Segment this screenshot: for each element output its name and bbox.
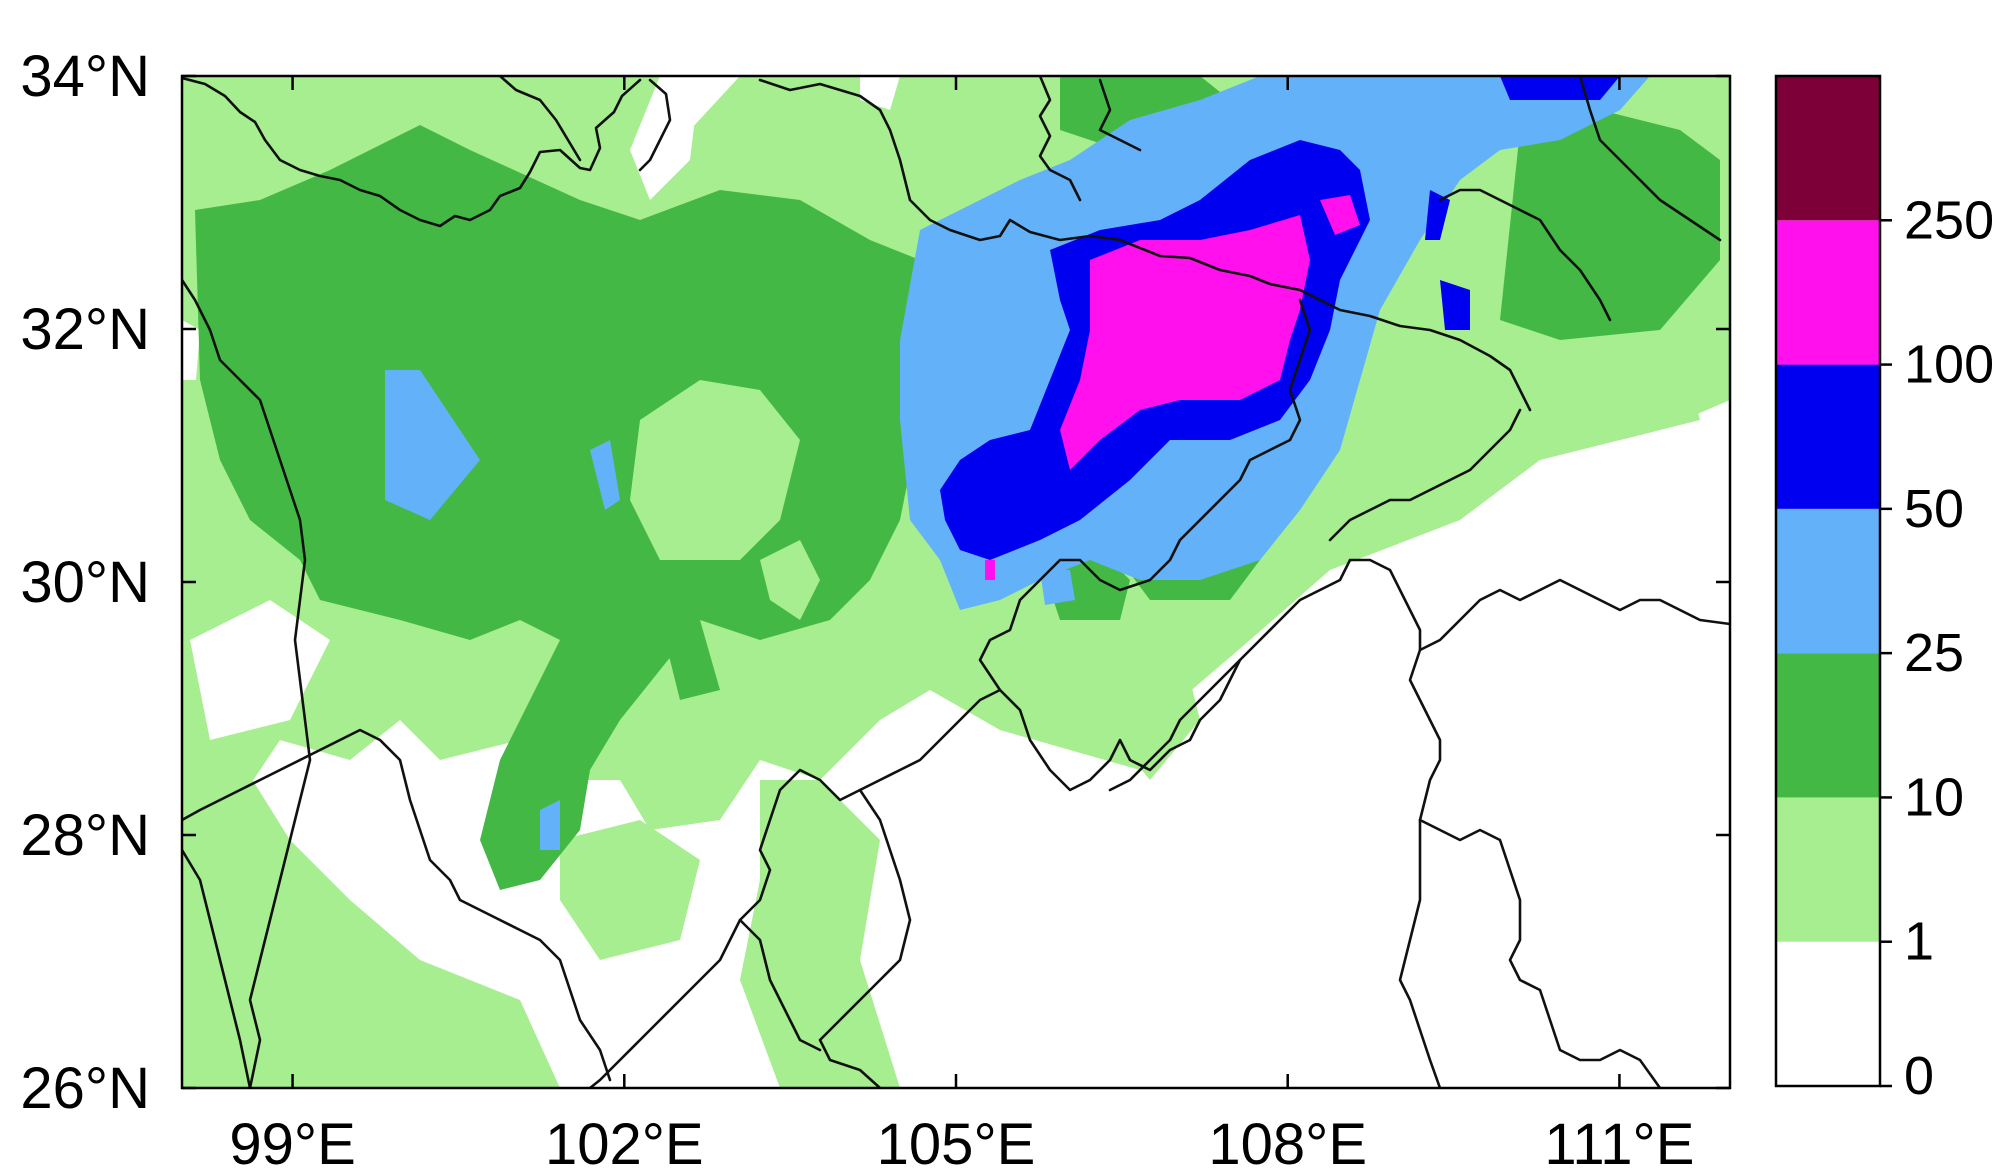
precip-region-1-10 (560, 820, 700, 960)
boundary-line (1098, 78, 1142, 152)
colorbar-level-label: 25 (1904, 623, 1964, 683)
precip-region-10-25 (195, 125, 920, 890)
precip-region-50-100 (1500, 76, 1620, 100)
boundary-line (1438, 188, 1612, 322)
precip-region-10-25 (660, 620, 720, 700)
precip-region-1-10 (630, 380, 800, 560)
longitude-axis: 99°E 102°E 105°E 108°E 111°E (229, 76, 1694, 1174)
province-boundaries (182, 76, 1730, 1088)
boundary-line (978, 298, 1442, 1088)
map-plot-area (182, 76, 1730, 1088)
precip-region-0-1 (1520, 620, 1730, 1088)
boundary-line (182, 728, 612, 1082)
lon-tick-label: 102°E (545, 1112, 704, 1174)
precip-region-100-250 (1320, 195, 1360, 235)
boundary-line (182, 848, 252, 1088)
precip-region-1-10 (740, 780, 900, 1088)
colorbar-level-label: 50 (1904, 479, 1964, 539)
colorbar-swatch (1776, 797, 1880, 942)
boundary-line (182, 76, 642, 228)
boundary-line (818, 788, 912, 1088)
precip-region-25-50 (385, 370, 480, 520)
lat-tick-label: 30°N (20, 550, 150, 615)
colorbar-swatch (1776, 76, 1880, 221)
precip-region-0-1 (630, 76, 700, 200)
colorbar-swatch (1776, 220, 1880, 365)
boundary-line (1578, 76, 1722, 242)
precip-region-25-50 (1040, 570, 1075, 605)
colorbar-level-label: 100 (1904, 335, 1994, 395)
boundary-line (1108, 658, 1242, 792)
boundary-line (758, 78, 1532, 412)
colorbar-swatch (1776, 364, 1880, 509)
precip-region-1-10 (1100, 640, 1200, 780)
boundary-line (1038, 76, 1082, 202)
colorbar-level-label: 1 (1904, 912, 1934, 972)
boundary-line (498, 76, 582, 162)
precip-region-1-10 (1560, 340, 1700, 440)
boundary-line (182, 278, 312, 1088)
boundary-line (588, 688, 1002, 1088)
lon-tick-label: 105°E (877, 1112, 1036, 1174)
precip-region-100-250 (985, 560, 995, 580)
boundary-line (1418, 818, 1662, 1088)
boundary-line (638, 78, 672, 172)
lat-tick-label: 26°N (20, 1056, 150, 1121)
precip-region-50-100 (1440, 280, 1470, 330)
boundary-line (738, 918, 822, 1052)
latitude-axis: 34°N 32°N 30°N 28°N 26°N (20, 44, 1730, 1121)
precip-region-1-10 (760, 540, 820, 620)
lon-tick-label: 111°E (1544, 1112, 1694, 1174)
boundary-line (1328, 408, 1522, 542)
precip-region-0-1 (182, 320, 200, 380)
precip-region-100-250 (1060, 215, 1310, 470)
precip-region-10-25 (1500, 110, 1720, 340)
colorbar-swatch (1776, 653, 1880, 798)
lon-tick-label: 108°E (1208, 1112, 1367, 1174)
precip-region-0-1 (1280, 560, 1460, 720)
colorbar-legend: 0 1 10 25 50 100 250 (1774, 74, 1994, 1106)
lat-tick-label: 28°N (20, 803, 150, 868)
precip-region-50-100 (1425, 190, 1450, 240)
precip-region-25-50 (590, 440, 620, 510)
boundary-line (1418, 578, 1730, 652)
colorbar-swatch (1776, 508, 1880, 654)
lon-tick-label: 99°E (229, 1112, 355, 1174)
precip-region-25-50 (540, 800, 560, 850)
colorbar-level-label: 10 (1904, 767, 1964, 827)
colorbar-level-label: 0 (1904, 1046, 1934, 1106)
lat-tick-label: 34°N (20, 44, 150, 109)
colorbar-swatch (1776, 941, 1880, 1086)
precip-region-1-10 (182, 760, 560, 1088)
lat-tick-label: 32°N (20, 297, 150, 362)
colorbar-frame (1774, 74, 1882, 1088)
colorbar-level-label: 250 (1904, 190, 1994, 250)
